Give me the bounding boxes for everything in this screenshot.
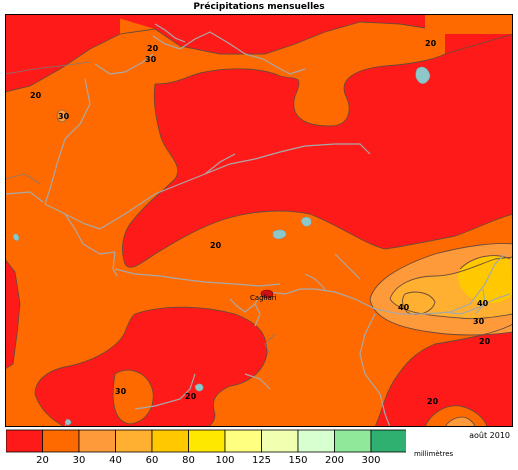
zone-lt20-south xyxy=(35,307,267,427)
contour-label: 40 xyxy=(477,299,489,308)
legend-tick-label: 125 xyxy=(251,455,272,466)
legend-tick-label: 300 xyxy=(361,455,381,466)
zone-lt20-east xyxy=(375,324,513,427)
contour-label: 40 xyxy=(398,303,410,312)
date-label: août 2010 xyxy=(469,431,510,440)
legend-tick-label: 150 xyxy=(288,455,308,466)
zone-lt20-west xyxy=(5,14,120,92)
contour-label: 20 xyxy=(30,91,42,100)
legend-swatch xyxy=(334,429,372,453)
zone-30-40-islet-w xyxy=(56,109,68,123)
contour-label: 20 xyxy=(210,241,222,250)
precipitation-map: Cagliari 20 30 20 30 20 20 40 40 30 20 3… xyxy=(5,14,513,427)
color-legend xyxy=(6,429,406,453)
contour-label: 30 xyxy=(145,55,157,64)
zone-lt20-left-edge xyxy=(5,259,20,369)
legend-swatch xyxy=(297,429,335,453)
contour-label: 30 xyxy=(115,387,127,396)
lake-south xyxy=(194,383,204,392)
legend-swatch xyxy=(6,429,43,453)
map-title: Précipitations mensuelles xyxy=(193,2,325,12)
legend-swatch xyxy=(370,429,406,453)
legend-tick-label: 200 xyxy=(324,455,345,466)
zone-lt20-central xyxy=(122,34,513,268)
unit-label: millimètres xyxy=(414,450,454,458)
legend-tick-label: 100 xyxy=(215,455,235,466)
legend-tick-label: 60 xyxy=(145,455,159,466)
zone-30-40-se xyxy=(445,417,475,427)
legend-swatch xyxy=(115,429,153,453)
legend-tick-label: 40 xyxy=(109,455,122,466)
legend-swatch xyxy=(42,429,80,453)
legend-tick-label: 30 xyxy=(72,455,86,466)
zone-40-60-south xyxy=(402,292,435,315)
city-marker xyxy=(260,289,274,299)
legend-swatch xyxy=(78,429,116,453)
contour-label: 20 xyxy=(425,39,437,48)
lake-north-east xyxy=(415,66,431,84)
contour-label: 20 xyxy=(147,44,159,53)
legend-swatch xyxy=(261,429,299,453)
contour-label: 30 xyxy=(473,317,485,326)
lake-bottom xyxy=(64,419,72,426)
legend-swatch xyxy=(188,429,226,453)
contour-label: 20 xyxy=(185,392,197,401)
contour-label: 30 xyxy=(58,112,70,121)
contour-label: 20 xyxy=(479,337,491,346)
zone-lt20-top-left xyxy=(5,14,425,54)
city-label: Cagliari xyxy=(250,294,277,302)
legend-swatch xyxy=(151,429,189,453)
zone-20-30-pocket xyxy=(113,370,154,424)
contour-label: 20 xyxy=(427,397,439,406)
legend-tick-label: 20 xyxy=(36,455,49,466)
legend-swatch xyxy=(224,429,262,453)
lake-central-1 xyxy=(272,229,287,240)
zone-20-30-islet-n xyxy=(270,56,290,66)
legend-tick-label: 80 xyxy=(182,455,195,466)
lake-central-2 xyxy=(300,216,312,227)
lake-left xyxy=(12,233,20,241)
